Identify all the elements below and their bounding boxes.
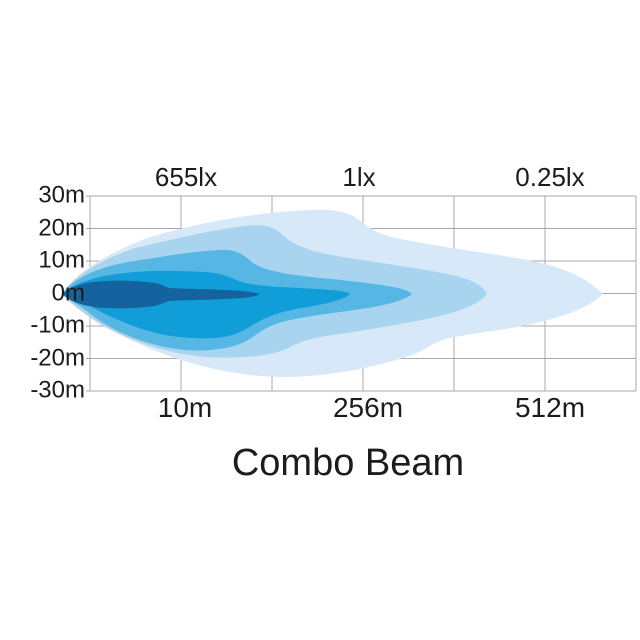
distance-label-256m: 256m [332,392,404,423]
beam-contour-hotspot-core [63,280,260,309]
lux-annotation-1lx: 1lx [342,162,376,192]
y-tick-30m: 30m [38,181,85,209]
lux-annotation-025lx: 0.25lx [515,162,585,192]
y-tick-neg20m: -20m [30,344,85,372]
y-tick-10m: 10m [38,246,85,274]
distance-label-512m: 512m [514,392,586,423]
chart-title: Combo Beam [231,442,465,484]
y-tick-20m: 20m [38,214,85,242]
y-tick-neg30m: -30m [30,376,85,404]
y-tick-neg10m: -10m [30,311,85,339]
distance-label-10m: 10m [157,392,213,423]
y-tick-0m: 0m [51,279,85,307]
lux-annotation-655lx: 655lx [154,162,218,192]
